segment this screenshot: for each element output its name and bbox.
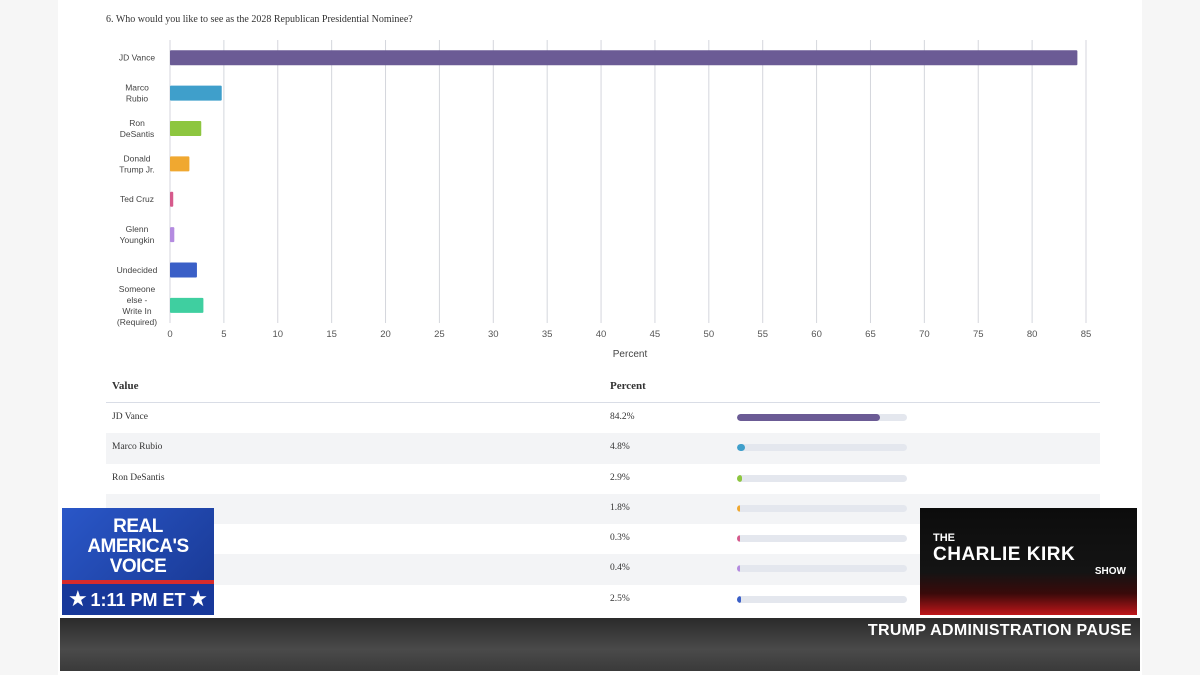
bar (170, 85, 222, 101)
x-tick-label: 30 (488, 329, 499, 340)
x-tick-label: 55 (757, 329, 768, 340)
network-name-line2: AMERICA'S (87, 536, 189, 557)
percent-bar-fill (737, 414, 881, 421)
show-logo-the: THE (933, 532, 955, 544)
row-name: Ron DeSantis (112, 472, 165, 483)
network-logo-top: REAL AMERICA'S VOICE (62, 508, 214, 580)
x-tick-label: 25 (434, 329, 445, 340)
network-name-line1: REAL (113, 516, 163, 537)
bar (170, 50, 1078, 66)
x-tick-label: 45 (650, 329, 661, 340)
x-tick-label: 5 (221, 329, 226, 340)
table-header: Value Percent (106, 372, 1100, 403)
row-name: JD Vance (112, 412, 148, 422)
x-tick-label: 75 (973, 329, 984, 340)
question-heading: 6. Who would you like to see as the 2028… (106, 14, 413, 25)
bar (170, 156, 190, 172)
category-label: Marco (125, 83, 149, 93)
row-percent: 2.9% (610, 472, 630, 483)
x-tick-label: 70 (919, 329, 930, 340)
x-tick-label: 60 (811, 329, 822, 340)
table-row: JD Vance 84.2% (106, 403, 1100, 433)
table-row: 0.3% (106, 524, 1100, 554)
x-tick-label: 40 (596, 329, 607, 340)
network-name-line3: VOICE (109, 556, 167, 577)
percent-bar-fill (737, 474, 742, 482)
row-percent: 84.2% (610, 412, 635, 422)
x-tick-label: 65 (865, 329, 876, 340)
clock-time: 1:11 PM ET (90, 590, 186, 610)
percent-bar-track (737, 504, 907, 512)
news-ticker: TRUMP ADMINISTRATION PAUSE (60, 618, 1140, 671)
x-tick-label: 15 (326, 329, 337, 340)
column-header-value: Value (112, 380, 139, 392)
row-percent: 0.4% (610, 563, 630, 574)
right-frame (1142, 0, 1200, 675)
bar (170, 227, 175, 243)
category-label: Donald (124, 153, 151, 163)
bar (170, 120, 202, 136)
row-percent: 1.8% (610, 502, 630, 513)
row-percent: 2.5% (610, 593, 630, 604)
x-axis-title: Percent (613, 349, 648, 360)
bar (170, 297, 204, 313)
network-logo: REAL AMERICA'S VOICE ★ 1:11 PM ET ★ (62, 508, 214, 615)
row-percent: 4.8% (610, 442, 630, 453)
category-label: Write In (122, 306, 151, 316)
x-tick-label: 0 (167, 329, 172, 340)
left-frame (0, 0, 58, 675)
percent-bar-fill (737, 565, 740, 573)
category-label: Rubio (126, 94, 148, 104)
percent-bar-track (737, 444, 907, 452)
category-label: Youngkin (120, 235, 155, 245)
category-label: DeSantis (120, 129, 155, 139)
show-logo: THE CHARLIE KIRK SHOW (920, 508, 1137, 615)
percent-bar-track (737, 474, 907, 482)
x-tick-label: 20 (380, 329, 391, 340)
clock-bar: ★ 1:11 PM ET ★ (62, 584, 214, 615)
table-row: Marco Rubio 4.8% (106, 433, 1100, 464)
column-header-percent: Percent (610, 380, 646, 392)
category-label: Someone (119, 284, 156, 294)
percent-bar-fill (737, 535, 740, 543)
x-tick-label: 80 (1027, 329, 1038, 340)
x-tick-label: 10 (272, 329, 283, 340)
x-tick-label: 50 (704, 329, 715, 340)
percent-bar-track (737, 595, 907, 603)
percent-bar-track (737, 535, 907, 543)
percent-bar-track (737, 414, 907, 421)
row-name: Marco Rubio (112, 442, 163, 453)
x-tick-label: 35 (542, 329, 553, 340)
category-label: Ted Cruz (120, 194, 154, 204)
category-label: Trump Jr. (119, 164, 155, 174)
category-label: JD Vance (119, 53, 155, 63)
bar-chart: 0 5 10 15 20 25 30 35 40 45 50 55 60 65 70 75 80 85 Percen… (117, 40, 1092, 360)
category-label: Ron (129, 118, 145, 128)
network-logo-stripe (62, 580, 214, 584)
show-logo-name: CHARLIE KIRK (933, 544, 1076, 565)
row-percent: 0.3% (610, 533, 630, 544)
show-logo-show: SHOW (1094, 566, 1126, 577)
category-label: Glenn (126, 224, 149, 234)
table-row: 2.5% (106, 585, 1100, 615)
star-icon: ★ (188, 586, 208, 611)
percent-bar-fill (737, 504, 741, 512)
bar (170, 262, 197, 278)
category-label: else - (127, 295, 148, 305)
percent-bar-fill (737, 444, 746, 452)
category-label: (Required) (117, 317, 157, 327)
star-icon: ★ (68, 586, 88, 611)
bar (170, 191, 174, 207)
table-row: Ron DeSantis 2.9% (106, 464, 1100, 494)
category-label: Undecided (117, 265, 158, 275)
ticker-headline: TRUMP ADMINISTRATION PAUSE (867, 622, 1132, 639)
percent-bar-track (737, 565, 907, 573)
x-tick-label: 85 (1081, 329, 1092, 340)
percent-bar-fill (737, 595, 742, 603)
